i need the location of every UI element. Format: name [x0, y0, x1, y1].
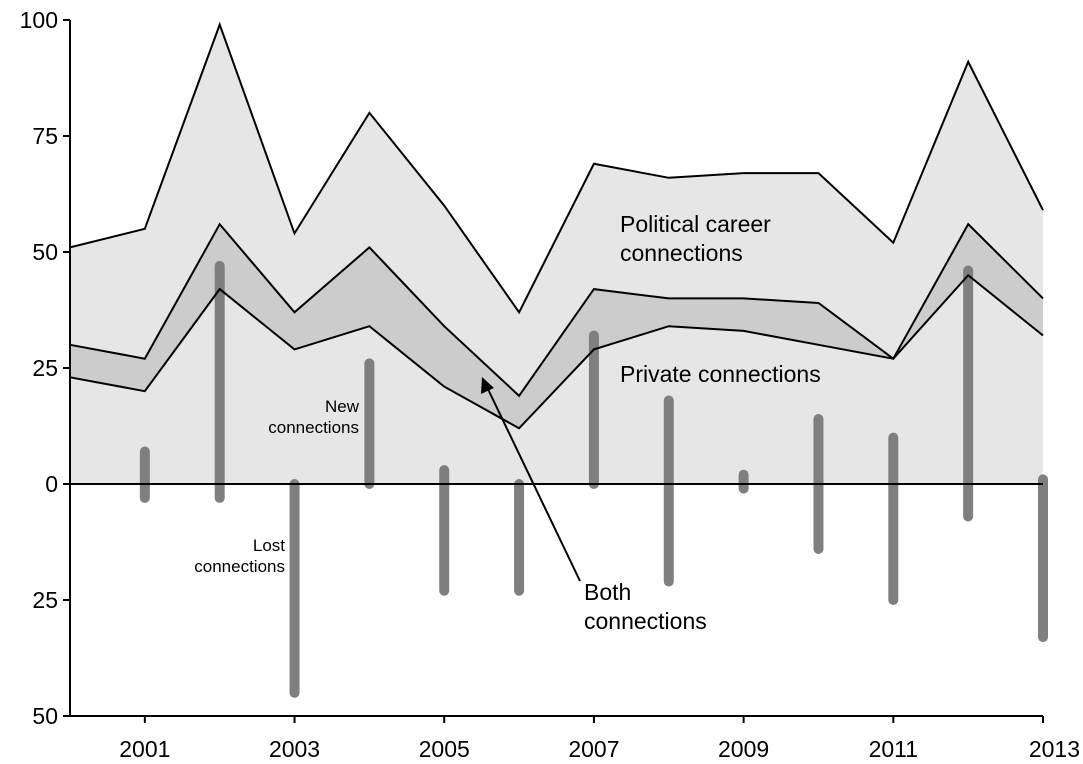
x-tick-label-2: 2005: [419, 736, 470, 762]
private-annotation: Private connections: [620, 361, 821, 387]
political-annotation-line1: Political career: [620, 211, 771, 237]
new-annotation-line1: New: [325, 397, 360, 416]
lost-annotation-line1: Lost: [253, 536, 285, 555]
lost-annotation-line2: connections: [194, 557, 285, 576]
y-tick-label-4: 50: [32, 239, 58, 265]
y-tick-label-3: 25: [32, 355, 58, 381]
both-annotation-arrow-head: [481, 377, 494, 394]
y-tick-label-6: 100: [20, 7, 58, 33]
x-tick-label-5: 2011: [869, 736, 918, 762]
x-tick-label-6: 2013: [1029, 736, 1080, 762]
y-tick-label-1: 25: [32, 587, 58, 613]
annotations: Political career connections Private con…: [194, 211, 820, 634]
tick-labels-layer: 50 25 0 25 50 75 100 2001 2003 2005 2007 2009 2011 20…: [20, 7, 1080, 762]
both-annotation-line2: connections: [584, 608, 707, 634]
both-annotation-line1: Both: [584, 579, 631, 605]
both-annotation-arrow-shaft: [485, 384, 581, 582]
x-tick-label-4: 2009: [718, 736, 769, 762]
x-tick-label-0: 2001: [119, 736, 170, 762]
y-tick-label-2: 0: [45, 471, 58, 497]
both-line: [69, 273, 1044, 430]
x-tick-label-1: 2003: [269, 736, 320, 762]
political-annotation-line2: connections: [620, 240, 743, 266]
series-lines-layer: [69, 21, 1044, 430]
private-line: [69, 222, 1044, 398]
political-line: [69, 21, 1044, 315]
new-annotation-line2: connections: [268, 418, 359, 437]
y-tick-label-5: 75: [32, 123, 58, 149]
y-tick-label-0: 50: [32, 703, 58, 729]
x-tick-label-3: 2007: [568, 736, 619, 762]
axes-layer: [63, 19, 1044, 723]
political-area: [70, 24, 1043, 484]
